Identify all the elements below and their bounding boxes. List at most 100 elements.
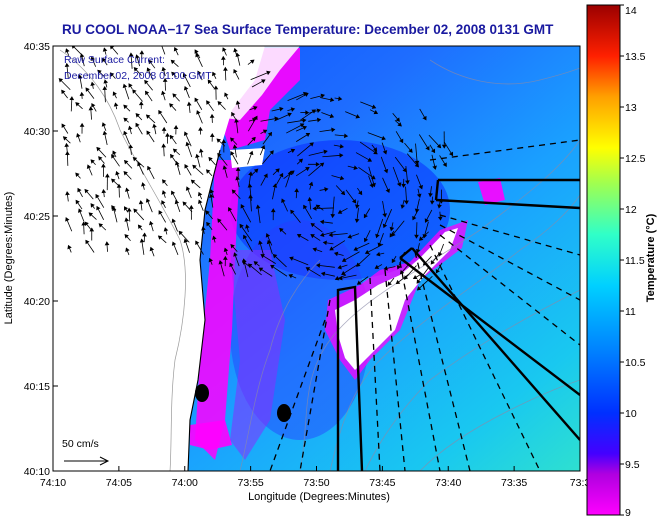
current-vector-head xyxy=(76,133,81,138)
current-vector-head xyxy=(333,251,339,257)
current-vector-head xyxy=(208,257,213,263)
current-vector-head xyxy=(86,164,92,169)
current-vector-head xyxy=(358,190,363,196)
current-vector-head xyxy=(290,148,296,154)
current-vector-head xyxy=(408,148,413,153)
colorbar-tick-label: 10 xyxy=(625,408,637,420)
current-vector-head xyxy=(316,263,321,268)
current-vector xyxy=(239,224,253,242)
current-vector xyxy=(383,209,393,228)
current-vector-head xyxy=(247,263,253,268)
current-vector-head xyxy=(184,164,189,169)
current-vector-head xyxy=(170,59,176,65)
current-vector-head xyxy=(418,236,424,241)
current-vector-head xyxy=(235,166,241,171)
current-vector-head xyxy=(182,201,187,206)
current-vector-head xyxy=(372,147,378,152)
current-vector-head xyxy=(208,193,214,198)
current-vector-head xyxy=(404,200,409,205)
current-vector-head xyxy=(235,52,241,57)
current-vector-head xyxy=(290,209,295,215)
current-vector-head xyxy=(198,148,204,153)
current-vector-head xyxy=(159,46,160,47)
current-vector-head xyxy=(351,198,357,204)
current-vector-head xyxy=(253,261,259,266)
current-vector-head xyxy=(198,199,203,205)
current-vector-head xyxy=(171,241,177,246)
current-vector-head xyxy=(287,170,293,176)
colorbar-tick-label: 11.5 xyxy=(625,255,645,267)
purple-band xyxy=(230,250,285,460)
current-vector-head xyxy=(442,162,447,167)
current-vector-head xyxy=(396,182,402,187)
current-vector-head xyxy=(338,275,343,281)
current-vector xyxy=(342,251,360,262)
current-vector-head xyxy=(161,200,166,205)
current-vector-head xyxy=(339,143,344,149)
current-vector xyxy=(332,196,335,218)
current-vector-head xyxy=(103,79,109,84)
current-vector-head xyxy=(79,122,85,127)
current-vector-head xyxy=(216,138,221,143)
radial-dashed-lines xyxy=(269,139,580,471)
current-vector-head xyxy=(212,71,217,77)
current-vector-head xyxy=(135,54,140,59)
y-axis-label: Latitude (Degrees:Minutes) xyxy=(3,192,15,325)
current-vector-head xyxy=(90,159,95,164)
current-vector-head xyxy=(124,217,130,222)
current-vector-head xyxy=(311,109,316,114)
shipping-lanes xyxy=(336,178,580,471)
current-vector-head xyxy=(315,161,320,167)
current-vector xyxy=(416,267,430,284)
current-vector-head xyxy=(91,102,96,108)
current-vector-head xyxy=(206,221,211,227)
current-vector-head xyxy=(218,260,224,265)
current-vector-head xyxy=(222,47,227,52)
current-vector-head xyxy=(195,52,200,58)
x-tick-label: 73:3 xyxy=(570,477,591,489)
current-vector-head xyxy=(65,191,70,196)
coastline-inland xyxy=(59,49,186,471)
current-vector-head xyxy=(142,232,147,237)
colorbar-tick-label: 9 xyxy=(625,507,631,519)
cold-band-coast xyxy=(195,160,240,460)
current-vector-head xyxy=(173,125,179,130)
current-vector-head xyxy=(429,200,435,205)
current-vector-head xyxy=(90,81,95,86)
current-vector-head xyxy=(330,214,336,219)
current-vector-head xyxy=(128,144,134,149)
current-vector-head xyxy=(263,173,268,178)
current-vector-head xyxy=(173,46,179,52)
current-vector-head xyxy=(124,159,129,165)
current-vector-head xyxy=(441,144,447,149)
current-vector-head xyxy=(328,232,333,238)
current-vector-head xyxy=(170,153,175,159)
current-vector-head xyxy=(79,53,85,58)
current-vector-head xyxy=(145,114,151,119)
current-vector-head xyxy=(188,204,194,209)
current-vector-head xyxy=(195,153,200,159)
current-vector-head xyxy=(132,89,137,94)
current-vector-head xyxy=(233,252,238,257)
current-vector-head xyxy=(146,130,151,136)
current-vector-head xyxy=(64,62,70,67)
current-vector-head xyxy=(371,175,376,180)
current-vector-head xyxy=(158,210,163,215)
current-vector-head xyxy=(316,117,322,123)
current-vector-head xyxy=(61,123,66,128)
chart-title: RU COOL NOAA−17 Sea Surface Temperature:… xyxy=(62,22,554,37)
current-vector-head xyxy=(102,85,108,91)
current-vector-head xyxy=(222,255,228,260)
current-vector xyxy=(392,166,401,187)
x-tick-label: 73:55 xyxy=(237,477,263,489)
current-vector-head xyxy=(75,199,80,205)
coastline xyxy=(187,149,221,471)
current-vector-head xyxy=(98,156,103,161)
colorbar-tick-label: 12.5 xyxy=(625,153,646,165)
current-vector-head xyxy=(241,258,247,263)
colorbar xyxy=(586,4,621,516)
current-vector-head xyxy=(363,237,369,243)
current-vector-head xyxy=(364,249,370,255)
current-vector-head xyxy=(123,171,128,176)
current-vector-head xyxy=(174,199,180,205)
